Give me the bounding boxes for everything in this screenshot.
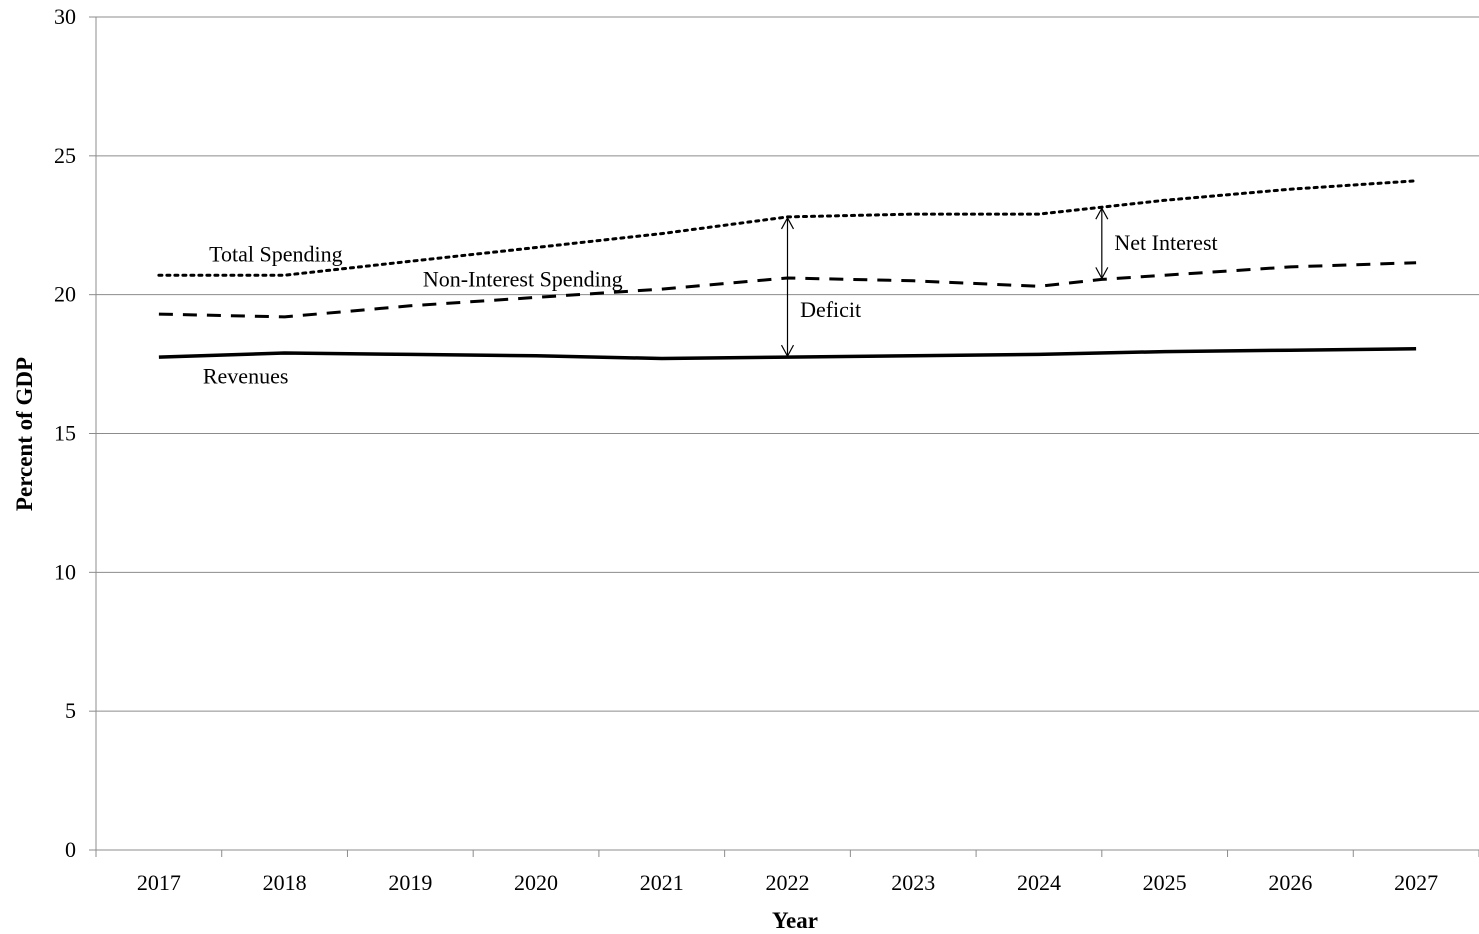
- annotation-revenues: Revenues: [203, 364, 289, 389]
- arrow-head-top-deficit: [780, 216, 795, 230]
- y-tick-label-3: 15: [54, 421, 76, 446]
- annotation-deficit: Deficit: [800, 297, 861, 322]
- x-tick-label-10: 2027: [1394, 870, 1438, 895]
- x-axis-ticks: 2017 2018 2019 2020 2021 2022 2023 2024 2025 2026…: [95, 850, 1479, 895]
- y-axis-ticks: 0 5 10 15 20 25 30: [54, 4, 96, 862]
- x-tick-label-3: 2020: [514, 870, 558, 895]
- x-tick-label-2: 2019: [388, 870, 432, 895]
- arrow-head-top-net-interest: [1095, 206, 1109, 220]
- annotation-net-interest: Net Interest: [1114, 230, 1217, 255]
- gridlines: [96, 16, 1479, 712]
- x-tick-label-0: 2017: [137, 870, 181, 895]
- x-tick-label-5: 2022: [766, 870, 810, 895]
- x-tick-label-4: 2021: [640, 870, 684, 895]
- y-tick-label-1: 5: [65, 698, 76, 723]
- arrow-head-bottom-net-interest: [1095, 267, 1109, 280]
- x-tick-label-9: 2026: [1268, 870, 1312, 895]
- x-tick-label-1: 2018: [263, 870, 307, 895]
- x-tick-label-6: 2023: [891, 870, 935, 895]
- x-tick-label-7: 2024: [1017, 870, 1061, 895]
- annotation-non-interest-spending: Non-Interest Spending: [423, 266, 623, 291]
- y-tick-label-5: 25: [54, 143, 76, 168]
- annotation-total-spending: Total Spending: [209, 241, 343, 266]
- y-axis-title: Percent of GDP: [12, 357, 37, 511]
- x-axis-title: Year: [772, 908, 818, 933]
- y-tick-label-4: 20: [54, 282, 76, 307]
- y-tick-label-2: 10: [54, 559, 76, 584]
- x-tick-label-8: 2025: [1143, 870, 1187, 895]
- annotation-arrows: [780, 206, 1109, 358]
- y-tick-label-6: 30: [54, 4, 76, 29]
- y-tick-label-0: 0: [65, 837, 76, 862]
- arrow-head-bottom-deficit: [780, 344, 795, 358]
- series-line-total-spending: [157, 179, 1418, 277]
- annotations: Total Spending Non-Interest Spending Reven…: [203, 230, 1218, 388]
